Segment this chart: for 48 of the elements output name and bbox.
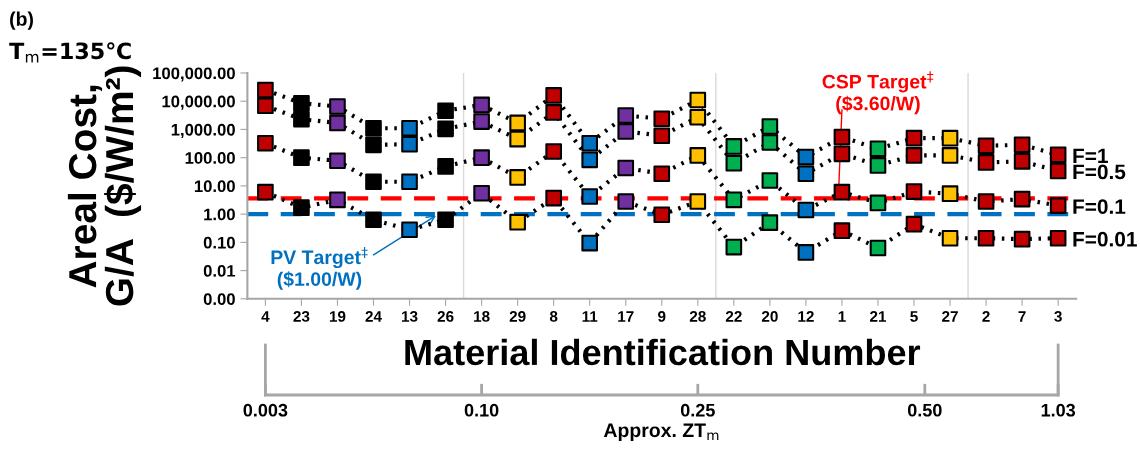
y-tick-label: 100,000.00: [153, 67, 235, 82]
text: 0.003: [243, 403, 288, 417]
x-tick-label: 5: [910, 311, 918, 322]
x-tick-label: 12: [798, 311, 814, 322]
x-tick-label: 20: [761, 311, 778, 322]
text: (b): [10, 11, 33, 30]
x-tick-label: 23: [293, 311, 310, 322]
text: 1.03: [1041, 403, 1076, 417]
y-tick-label: 0.10: [203, 236, 235, 249]
x-tick-label: 1: [838, 311, 846, 322]
x-axis-title: Material Identification Number: [405, 338, 921, 366]
y-tick-label: 100.00: [185, 152, 235, 164]
x-tick-label: 17: [618, 311, 634, 322]
x-tick-label: 29: [509, 311, 526, 322]
x-tick-label: 11: [582, 311, 598, 322]
y-tick-label: 0.01: [203, 264, 236, 277]
x-tick-label: 22: [725, 311, 742, 322]
series-label: F=0.5: [1073, 164, 1126, 180]
x-tick-label: 19: [329, 311, 346, 322]
x-tick-label: 8: [549, 311, 558, 322]
y-tick-label: 10.00: [194, 180, 235, 193]
y-tick-label: 0.00: [203, 293, 235, 306]
text: 0.10: [464, 403, 499, 417]
y-tick-label: 1,000.00: [171, 123, 235, 139]
x-tick-label: 24: [365, 311, 382, 322]
x-tick-label: 9: [658, 311, 666, 322]
y-tick-label: 10,000.00: [162, 95, 235, 110]
text: 0.25: [680, 403, 715, 417]
x-tick-label: 2: [982, 311, 990, 322]
series-label: F=1: [1073, 148, 1108, 163]
y-tick-label: 1.00: [204, 208, 235, 221]
x-tick-label: 21: [870, 311, 887, 322]
x2-axis-title: Approx. ZT$_{m}$: [603, 423, 719, 441]
x-tick-label: 18: [474, 311, 490, 322]
x-tick-label: 28: [689, 311, 706, 322]
y-axis-title: Areal Cost, G/A ($/W/m²): [67, 66, 142, 306]
ref-line-label: PV Target$^{‡}$ ($1.00/W): [271, 246, 368, 290]
x-tick-label: 7: [1018, 311, 1026, 322]
ref-line-label: CSP Target$^{‡}$ ($3.60/W): [822, 71, 934, 115]
series-label: F=0.1: [1073, 199, 1126, 214]
x-tick-label: 27: [942, 311, 958, 322]
text: 0.50: [907, 403, 942, 417]
x-tick-label: 3: [1054, 311, 1062, 322]
chart-subtitle: T$_{m}$=135℃: [9, 42, 131, 63]
x-tick-label: 13: [402, 311, 418, 322]
x-tick-label: 4: [261, 311, 270, 322]
x-tick-label: 26: [437, 311, 454, 322]
series-label: F=0.01: [1073, 231, 1137, 247]
